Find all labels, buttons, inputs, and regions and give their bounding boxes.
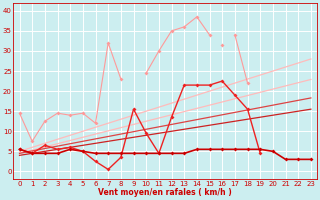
X-axis label: Vent moyen/en rafales ( km/h ): Vent moyen/en rafales ( km/h ) — [98, 188, 232, 197]
